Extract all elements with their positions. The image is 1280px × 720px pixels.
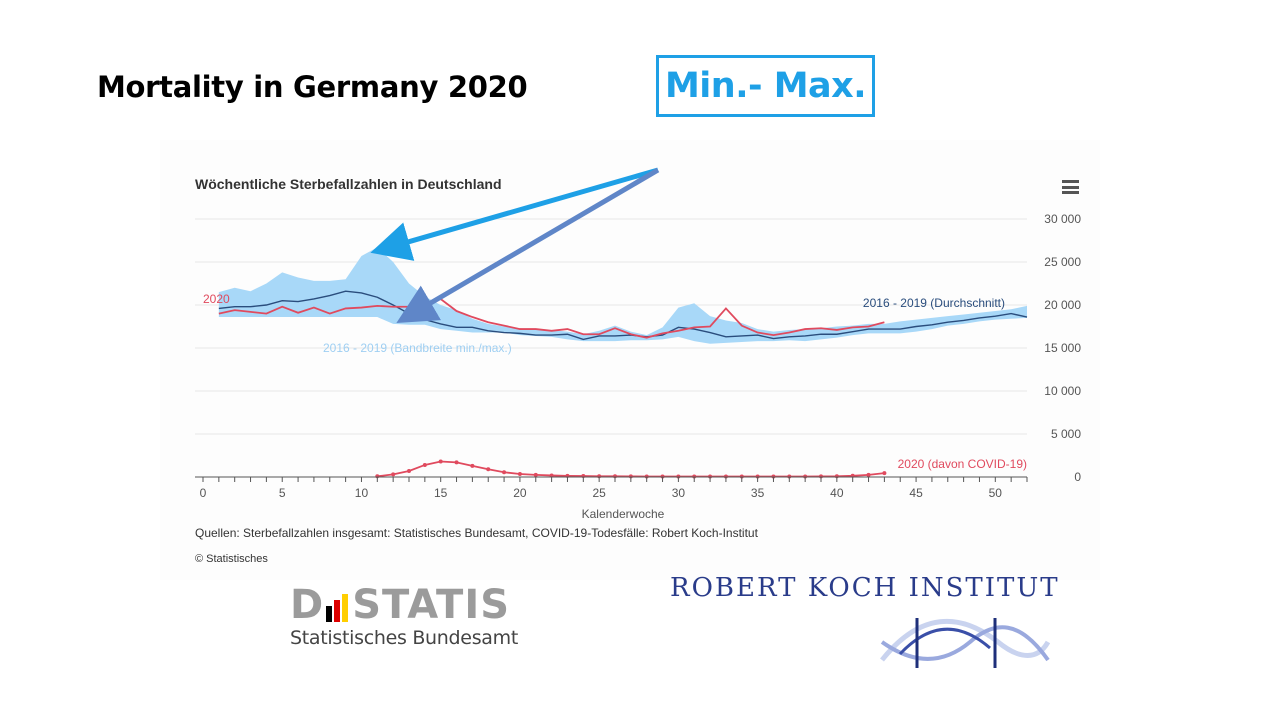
destatis-word-rest: STATIS — [352, 582, 511, 628]
x-tick-label: 45 — [909, 486, 923, 500]
x-tick-label: 50 — [989, 486, 1003, 500]
source-note: Quellen: Sterbefallzahlen insgesamt: Sta… — [195, 526, 758, 540]
arrow-to-min — [396, 167, 660, 324]
label-range: 2016 - 2019 (Bandbreite min./max.) — [323, 341, 512, 355]
covid-point — [438, 459, 443, 464]
chart-title: Wöchentliche Sterbefallzahlen in Deutsch… — [195, 176, 502, 192]
y-tick-label: 30 000 — [1044, 212, 1081, 226]
label-covid: 2020 (davon COVID-19) — [898, 457, 1027, 471]
chart-menu-icon[interactable] — [1062, 180, 1079, 194]
min-max-annotation-box: Min.- Max. — [656, 55, 875, 117]
rki-helix-icon — [880, 618, 1050, 668]
x-tick-label: 5 — [279, 486, 286, 500]
covid-point — [866, 472, 871, 477]
covid-point — [533, 472, 538, 477]
chart-panel — [160, 140, 1100, 580]
slide-title: Mortality in Germany 2020 — [97, 70, 528, 104]
arrow-to-max — [370, 167, 659, 261]
line-2020 — [218, 297, 885, 339]
covid-point — [486, 467, 491, 472]
label-average: 2016 - 2019 (Durchschnitt) — [863, 296, 1005, 310]
destatis-flag-icon — [326, 588, 350, 622]
x-tick-label: 10 — [355, 486, 369, 500]
covid-point — [407, 468, 411, 473]
x-tick-label: 30 — [672, 486, 686, 500]
covid-point — [882, 471, 887, 476]
covid-line — [377, 460, 885, 478]
series-lines-layer — [218, 290, 1028, 479]
label-2020: 2020 — [203, 292, 230, 306]
y-tick-label: 15 000 — [1044, 341, 1081, 355]
covid-point — [391, 472, 396, 477]
x-tick-label: 20 — [513, 486, 527, 500]
x-axis-label: Kalenderwoche — [582, 507, 665, 521]
axes-layer: 0 5 000 10 000 15 000 20 000 25 000 30 000 0 5 10… — [195, 212, 1081, 521]
covid-point — [517, 471, 522, 476]
y-tick-label: 0 — [1074, 470, 1081, 484]
average-line — [218, 290, 1028, 341]
x-tick-label: 0 — [200, 486, 207, 500]
x-tick-label: 25 — [592, 486, 606, 500]
x-tick-label: 15 — [434, 486, 448, 500]
x-tick-label: 40 — [830, 486, 844, 500]
credit-note: © Statistisches — [195, 553, 268, 565]
x-tick-label: 35 — [751, 486, 765, 500]
y-tick-label: 25 000 — [1044, 255, 1081, 269]
covid-point — [422, 462, 427, 467]
y-tick-label: 10 000 — [1044, 384, 1081, 398]
y-tick-label: 5 000 — [1051, 427, 1081, 441]
annotation-arrows — [370, 167, 660, 324]
destatis-subtitle: Statistisches Bundesamt — [290, 627, 518, 649]
covid-point — [454, 460, 459, 465]
y-tick-label: 20 000 — [1044, 298, 1081, 312]
covid-point — [470, 463, 475, 468]
covid-point — [502, 470, 507, 475]
series-labels-layer: 2020 2016 - 2019 (Durchschnitt) 2016 - 201… — [203, 292, 1027, 471]
destatis-logo: D STATIS Statistisches Bundesamt — [290, 585, 518, 649]
destatis-letter: D — [290, 582, 325, 628]
covid-point — [549, 473, 554, 478]
rki-name: ROBERT KOCH INSTITUT — [670, 573, 1060, 603]
